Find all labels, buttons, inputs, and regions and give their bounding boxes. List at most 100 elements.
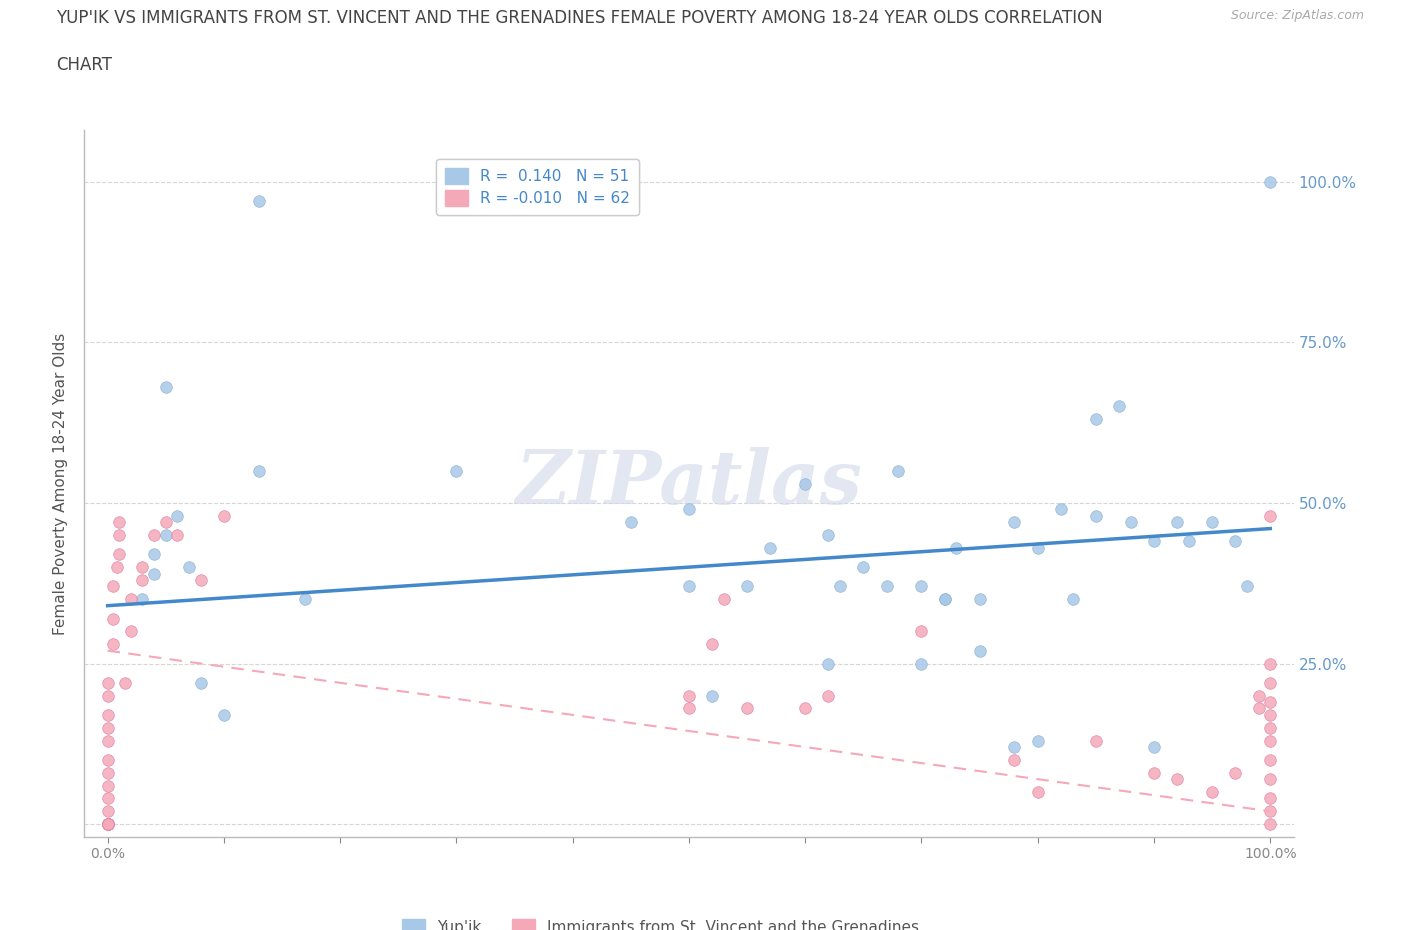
Point bbox=[1026, 540, 1049, 555]
Point bbox=[212, 708, 235, 723]
Point bbox=[817, 656, 839, 671]
Point bbox=[830, 579, 852, 594]
Point bbox=[1236, 579, 1258, 594]
Legend: Yup'ik, Immigrants from St. Vincent and the Grenadines: Yup'ik, Immigrants from St. Vincent and … bbox=[396, 912, 925, 930]
Point bbox=[155, 527, 177, 542]
Point bbox=[1201, 785, 1223, 800]
Point bbox=[1062, 591, 1084, 606]
Point bbox=[945, 540, 967, 555]
Point bbox=[114, 675, 136, 690]
Point bbox=[97, 817, 120, 831]
Point bbox=[620, 514, 643, 529]
Point bbox=[1026, 785, 1049, 800]
Point bbox=[817, 527, 839, 542]
Point bbox=[97, 733, 120, 748]
Point bbox=[1258, 721, 1281, 736]
Point bbox=[97, 817, 120, 831]
Point bbox=[1178, 534, 1201, 549]
Point bbox=[713, 591, 735, 606]
Point bbox=[1225, 534, 1247, 549]
Point bbox=[1084, 412, 1107, 427]
Point bbox=[678, 688, 700, 703]
Text: CHART: CHART bbox=[56, 56, 112, 73]
Legend: R =  0.140   N = 51, R = -0.010   N = 62: R = 0.140 N = 51, R = -0.010 N = 62 bbox=[436, 159, 640, 216]
Point bbox=[97, 817, 120, 831]
Point bbox=[969, 644, 991, 658]
Point bbox=[1258, 695, 1281, 710]
Point bbox=[702, 688, 724, 703]
Point bbox=[97, 675, 120, 690]
Point bbox=[247, 193, 270, 208]
Point bbox=[143, 527, 166, 542]
Point bbox=[97, 721, 120, 736]
Point bbox=[1166, 514, 1188, 529]
Point bbox=[177, 560, 200, 575]
Point bbox=[1258, 174, 1281, 189]
Point bbox=[108, 514, 131, 529]
Point bbox=[794, 701, 817, 716]
Point bbox=[1143, 765, 1166, 780]
Point bbox=[735, 579, 758, 594]
Point bbox=[1108, 399, 1130, 414]
Point bbox=[817, 688, 839, 703]
Point bbox=[97, 778, 120, 793]
Text: ZIPatlas: ZIPatlas bbox=[516, 447, 862, 520]
Point bbox=[97, 817, 120, 831]
Point bbox=[105, 560, 128, 575]
Point bbox=[1084, 509, 1107, 524]
Point bbox=[103, 637, 125, 652]
Point bbox=[887, 463, 910, 478]
Point bbox=[1004, 514, 1026, 529]
Point bbox=[97, 817, 120, 831]
Text: YUP'IK VS IMMIGRANTS FROM ST. VINCENT AND THE GRENADINES FEMALE POVERTY AMONG 18: YUP'IK VS IMMIGRANTS FROM ST. VINCENT AN… bbox=[56, 9, 1102, 27]
Point bbox=[143, 547, 166, 562]
Point bbox=[97, 688, 120, 703]
Point bbox=[1201, 514, 1223, 529]
Point bbox=[1084, 733, 1107, 748]
Point bbox=[166, 509, 188, 524]
Point bbox=[166, 527, 188, 542]
Point bbox=[190, 675, 212, 690]
Point bbox=[212, 509, 235, 524]
Point bbox=[1004, 739, 1026, 754]
Point bbox=[1258, 752, 1281, 767]
Point bbox=[852, 560, 875, 575]
Point bbox=[1004, 752, 1026, 767]
Point bbox=[97, 817, 120, 831]
Point bbox=[1258, 817, 1281, 831]
Point bbox=[678, 701, 700, 716]
Point bbox=[1258, 791, 1281, 806]
Point bbox=[247, 463, 270, 478]
Point bbox=[1247, 701, 1270, 716]
Point bbox=[1247, 688, 1270, 703]
Point bbox=[1143, 534, 1166, 549]
Point bbox=[1258, 675, 1281, 690]
Point bbox=[1258, 656, 1281, 671]
Point bbox=[120, 624, 142, 639]
Point bbox=[120, 591, 142, 606]
Point bbox=[735, 701, 758, 716]
Point bbox=[969, 591, 991, 606]
Point bbox=[1258, 804, 1281, 818]
Point bbox=[1026, 733, 1049, 748]
Point bbox=[108, 547, 131, 562]
Point bbox=[108, 527, 131, 542]
Point bbox=[1258, 708, 1281, 723]
Point bbox=[97, 804, 120, 818]
Point bbox=[131, 560, 153, 575]
Point bbox=[131, 573, 153, 588]
Point bbox=[1143, 739, 1166, 754]
Point bbox=[934, 591, 956, 606]
Point bbox=[759, 540, 782, 555]
Point bbox=[97, 752, 120, 767]
Point bbox=[97, 708, 120, 723]
Point bbox=[1258, 772, 1281, 787]
Text: Source: ZipAtlas.com: Source: ZipAtlas.com bbox=[1230, 9, 1364, 22]
Point bbox=[103, 579, 125, 594]
Point bbox=[910, 579, 932, 594]
Point bbox=[103, 611, 125, 626]
Point bbox=[678, 579, 700, 594]
Point bbox=[678, 502, 700, 517]
Point bbox=[1166, 772, 1188, 787]
Point bbox=[876, 579, 898, 594]
